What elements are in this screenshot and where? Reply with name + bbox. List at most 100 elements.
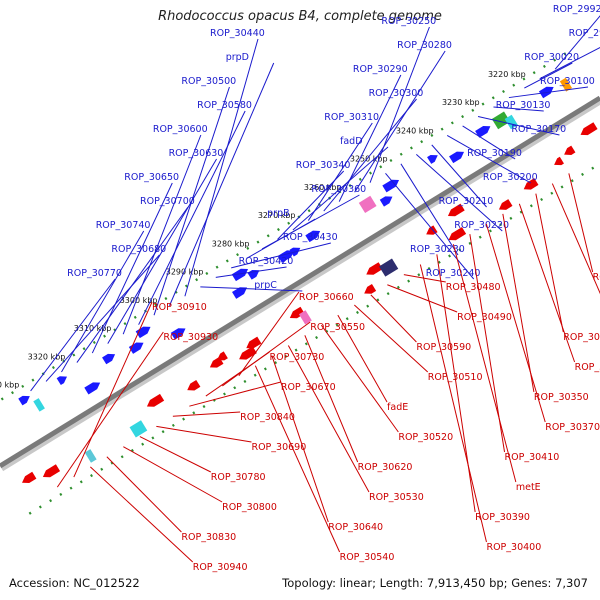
label-leader-line [271,355,329,523]
label-leader-line [551,183,600,295]
label-leader-line [73,301,153,478]
reverse-gene [22,471,37,484]
gene-label: ROP_29930 [569,28,600,39]
reverse-gene [146,393,165,407]
label-leader-line [184,38,259,297]
colored-gene-block [504,114,518,130]
forward-gene [382,179,400,193]
gene-label: ROP_30940 [193,562,248,573]
reverse-gene [580,122,598,136]
reverse-gene [366,262,383,275]
gene-label: ROP_30170 [511,124,566,135]
label-leader-line [123,446,223,503]
gene-block [491,111,511,130]
label-leader-line [354,50,446,193]
reverse-gene [239,346,257,360]
gene-label: ROP_30390 [475,512,530,523]
label-leader-line [139,436,212,473]
gene-label: ROP_30350 [534,392,589,403]
gene-label: ROP_30840 [240,412,295,423]
gene-label: fadE [387,402,408,413]
reverse-gene [448,227,467,241]
reverse-gene [498,199,513,210]
gene-block [358,195,377,214]
forward-gene [247,269,260,280]
reverse-gene [364,284,377,294]
gene-label: ROP_30620 [358,462,413,473]
colored-gene-block [491,111,511,130]
gene-label: ROP_30210 [439,196,494,207]
forward-gene [475,126,491,138]
label-leader-line [200,286,303,292]
axis-tick-label: 3310 kbp [74,324,112,333]
reverse-gene-arrow [580,122,598,136]
gene-label: ROP_30330 [575,362,600,373]
reverse-gene-arrow [187,379,201,391]
gene-block [559,77,573,92]
forward-gene-arrow [84,382,101,395]
reverse-gene-arrow [146,393,165,407]
gene-label: ROP_30640 [328,522,383,533]
label-leader-line [304,335,359,463]
gene-label: ROP_30800 [222,502,277,513]
label-leader-line [403,274,446,283]
gene-label: ROP_30250 [381,16,436,27]
forward-gene-arrow [305,230,321,243]
gene-label: ROP_30730 [270,352,325,363]
gene-label: ROP_30780 [211,472,266,483]
reverse-gene [187,379,201,391]
label-leader-line [156,425,252,443]
gene-label: ROP_30290 [353,64,408,75]
gene-label: ROP_30410 [505,452,560,463]
forward-gene [232,287,248,299]
gene-label: ROP_30440 [210,28,265,39]
gene-label: ROP_30420 [239,256,294,267]
colored-gene-block [33,398,45,412]
forward-gene [135,326,151,339]
gene-label: fadD [340,136,363,147]
gene-block [504,114,518,130]
label-leader-line [172,411,241,417]
label-leader-line [30,278,116,392]
forward-gene [102,353,116,365]
gene-label: ROP_30480 [446,282,501,293]
label-leader-line [502,213,535,393]
forward-gene [56,376,68,386]
gene-label: ROP_30300 [369,88,424,99]
label-leader-line [277,170,345,240]
axis-tick-label: 3320 kbp [28,352,66,361]
gene-label: ROP_30770 [67,268,122,279]
colored-gene-block [358,195,377,214]
label-leader-line [189,381,281,407]
forward-gene [379,196,393,207]
reverse-gene-arrow [564,145,576,155]
gene-label: ROP_30540 [340,552,395,563]
forward-gene-arrow [128,342,144,354]
forward-gene-arrow [56,376,68,386]
gene-label: ROP_30020 [524,52,579,63]
label-leader-line [493,106,544,112]
gene-label: ROP_30180 [593,272,600,283]
label-leader-line [205,351,270,397]
label-leader-line [387,284,458,313]
forward-gene-arrow [102,353,116,365]
label-leader-line [138,110,246,325]
label-leader-line [307,122,373,221]
forward-gene-arrow [475,126,491,138]
forward-gene-arrow [135,326,151,339]
reverse-gene-arrow [447,203,465,217]
colored-gene-block [129,420,148,438]
gene-label: ROP_30660 [299,292,354,303]
label-leader-line [452,244,517,483]
label-leader-line [231,242,331,269]
gene-label: ROP_30600 [153,124,208,135]
reverse-gene [523,178,539,190]
gene-label: ROP_30510 [428,372,483,383]
label-leader-line [320,324,399,433]
gene-block [129,420,148,438]
label-leader-line [106,456,182,533]
axis-tick-label: 3220 kbp [488,70,526,79]
axis-tick-label: 3230 kbp [442,98,480,107]
gene-label: ROP_30270 [563,332,600,343]
reverse-gene-arrow [42,464,61,478]
